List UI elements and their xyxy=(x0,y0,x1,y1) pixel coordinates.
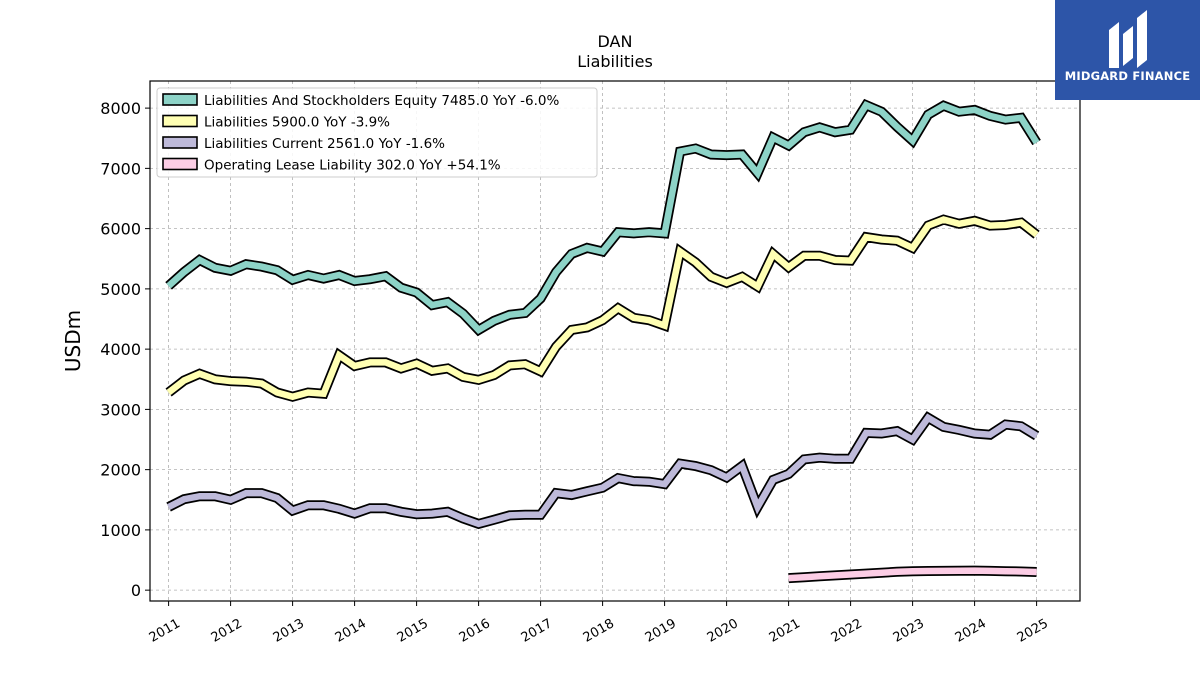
y-tick-label: 0 xyxy=(131,581,141,600)
x-tick-label: 2018 xyxy=(581,616,617,646)
legend-swatch-2 xyxy=(162,136,198,149)
y-tick-label: 1000 xyxy=(100,521,141,540)
y-tick-label: 3000 xyxy=(100,400,141,419)
series-line-2 xyxy=(167,413,1039,528)
y-axis: 0 1000 2000 3000 4000 5000 6000 7000 8000 xyxy=(100,99,150,600)
chart-subtitle: Liabilities xyxy=(577,52,653,71)
plot-frame xyxy=(149,80,1081,602)
y-tick-label: 4000 xyxy=(100,340,141,359)
x-tick-label: 2021 xyxy=(767,616,803,646)
legend-label-3: Operating Lease Liability 302.0 YoY +54.… xyxy=(204,158,501,174)
x-tick-label: 2019 xyxy=(643,616,679,646)
x-tick-label: 2013 xyxy=(271,616,307,646)
x-tick-label: 2015 xyxy=(395,616,431,646)
brand-name: MIDGARD FINANCE xyxy=(1064,69,1191,83)
legend-swatch-3 xyxy=(162,157,198,171)
midgard-logo-icon xyxy=(1109,10,1147,68)
x-tick-label: 2012 xyxy=(209,616,245,646)
x-tick-label: 2011 xyxy=(147,616,183,646)
y-tick-label: 2000 xyxy=(100,461,141,480)
series-line-0 xyxy=(166,101,1040,335)
x-tick-label: 2016 xyxy=(457,616,493,646)
y-axis-label: USDm xyxy=(61,310,85,372)
y-tick-label: 8000 xyxy=(100,99,141,118)
x-tick-label: 2024 xyxy=(953,616,989,646)
y-tick-label: 5000 xyxy=(100,280,141,299)
x-tick-label: 2025 xyxy=(1015,616,1051,646)
series-line-3 xyxy=(788,567,1037,582)
legend-label-2: Liabilities Current 2561.0 YoY -1.6% xyxy=(204,136,445,152)
legend-box xyxy=(156,87,598,178)
legend-label-0: Liabilities And Stockholders Equity 7485… xyxy=(204,93,559,109)
series-layer xyxy=(165,98,1041,584)
legend-swatch-0 xyxy=(162,93,198,106)
x-axis: 2011 2012 2013 2014 2015 2016 2017 2018 2019 2020… xyxy=(147,601,1051,646)
x-tick-label: 2023 xyxy=(891,616,927,646)
legend-label-1: Liabilities 5900.0 YoY -3.9% xyxy=(204,115,390,131)
x-tick-label: 2022 xyxy=(829,616,865,646)
x-tick-label: 2014 xyxy=(333,616,369,646)
y-tick-label: 7000 xyxy=(100,159,141,178)
y-tick-label: 6000 xyxy=(100,220,141,239)
chart-title: DAN xyxy=(598,32,633,51)
midgard-finance-logo: MIDGARD FINANCE xyxy=(1055,0,1200,100)
x-tick-label: 2020 xyxy=(705,616,741,646)
series-line-1 xyxy=(166,216,1039,401)
x-tick-label: 2017 xyxy=(519,616,555,646)
legend: Liabilities And Stockholders Equity 7485… xyxy=(156,87,598,178)
legend-swatch-1 xyxy=(162,114,198,128)
